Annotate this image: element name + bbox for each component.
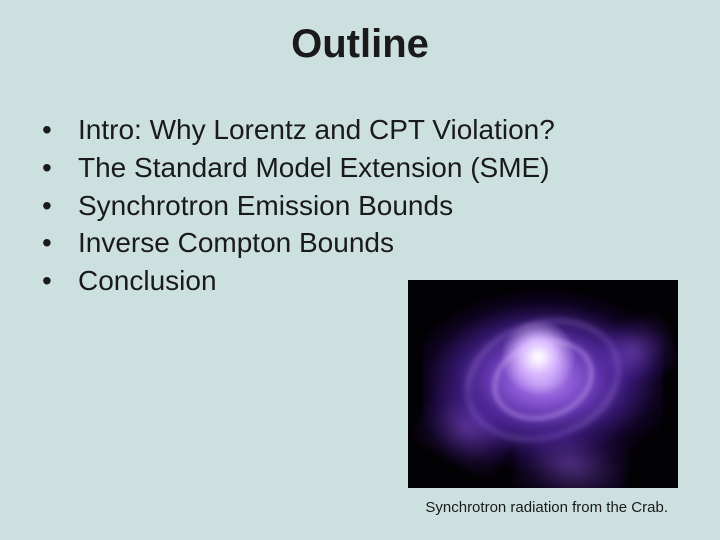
list-item: • The Standard Model Extension (SME): [38, 149, 720, 187]
list-item: • Synchrotron Emission Bounds: [38, 187, 720, 225]
bullet-text: Conclusion: [78, 262, 217, 300]
bullet-icon: •: [38, 187, 78, 225]
list-item: • Inverse Compton Bounds: [38, 224, 720, 262]
bullet-text: The Standard Model Extension (SME): [78, 149, 550, 187]
bullet-icon: •: [38, 224, 78, 262]
list-item: • Intro: Why Lorentz and CPT Violation?: [38, 111, 720, 149]
bullet-icon: •: [38, 111, 78, 149]
bullet-text: Intro: Why Lorentz and CPT Violation?: [78, 111, 555, 149]
outline-list: • Intro: Why Lorentz and CPT Violation? …: [38, 111, 720, 300]
slide-title: Outline: [0, 0, 720, 67]
bullet-text: Inverse Compton Bounds: [78, 224, 394, 262]
bullet-icon: •: [38, 149, 78, 187]
crab-nebula-image: [408, 280, 678, 488]
bullet-text: Synchrotron Emission Bounds: [78, 187, 453, 225]
bullet-icon: •: [38, 262, 78, 300]
image-caption: Synchrotron radiation from the Crab.: [425, 499, 668, 516]
